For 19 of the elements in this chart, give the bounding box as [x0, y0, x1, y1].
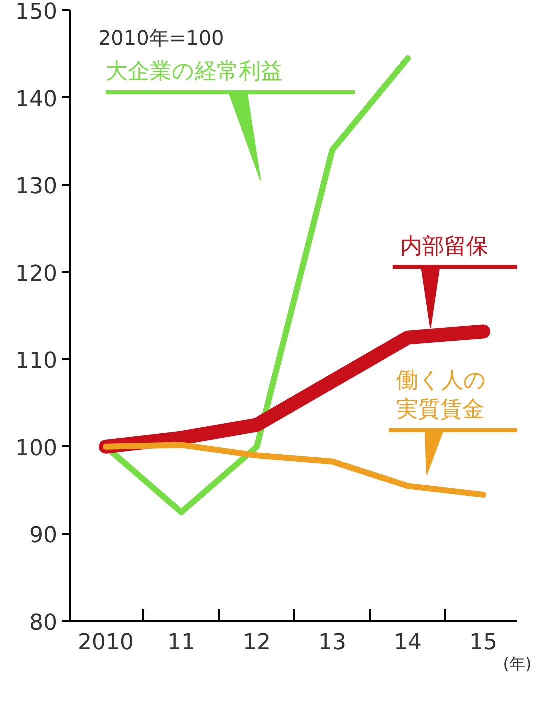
text: 働く人の実質賃金	[396, 368, 487, 422]
x-tick-label: 15	[470, 630, 498, 656]
y-tick-label: 150	[16, 0, 58, 25]
y-tick-label: 100	[16, 436, 58, 462]
x-tick-label: 12	[243, 630, 272, 656]
x-tick-label: 13	[318, 630, 347, 656]
x-tick-label: 14	[394, 630, 422, 656]
text: (年)	[503, 654, 532, 674]
y-tick-label: 80	[30, 611, 58, 636]
y-tick-label: 110	[16, 349, 58, 374]
y-tick-label: 140	[16, 87, 58, 112]
x-tick-label: 2010	[78, 630, 134, 656]
annotation: 2010年=100	[98, 26, 224, 50]
x-tick-label: 11	[168, 630, 196, 656]
text: 内部留保	[400, 234, 488, 260]
y-tick-label: 120	[16, 262, 58, 287]
y-tick-label: 90	[30, 524, 58, 549]
y-tick-label: 130	[16, 174, 58, 200]
text: 大企業の経常利益	[106, 60, 283, 85]
